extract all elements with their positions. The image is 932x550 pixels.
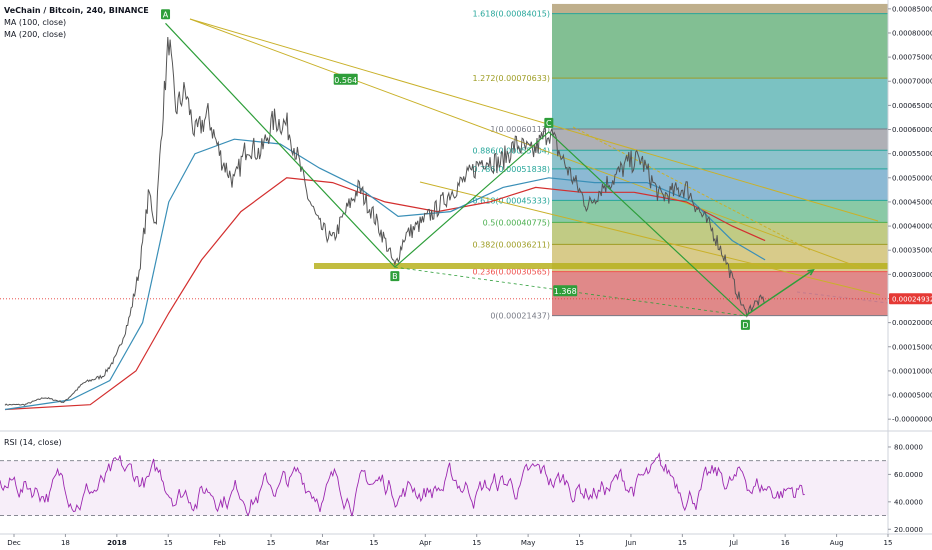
fib-level-label-8: 0.236(0.00030565) <box>473 268 551 277</box>
rsi-axis: 80.0000 60.0000 40.0000 20.0000 <box>888 443 923 534</box>
time-tick-label-16: Aug <box>830 539 844 547</box>
time-tick-label-12: Jun <box>624 539 636 547</box>
fib-fill-5 <box>552 200 888 223</box>
price-tick-label-13: 0.00020000 <box>892 319 932 327</box>
time-tick-label-10: May <box>521 539 535 547</box>
price-tick-label-10: 0.00035000 <box>892 247 932 255</box>
point-label-c: C <box>546 119 552 128</box>
channel-middle-line <box>189 18 862 269</box>
ma100-legend: MA (100, close) <box>4 18 67 27</box>
point-label-b: B <box>392 272 398 281</box>
support-zone <box>314 263 888 269</box>
point-label-a: A <box>163 10 169 19</box>
fib-level-label-4: 0.786(0.00051838) <box>473 165 551 174</box>
point-marker-d <box>740 319 750 330</box>
time-tick-label-1: 18 <box>61 539 70 547</box>
ratio-label-0: 0.564 <box>334 76 357 85</box>
projection-arrow-line <box>744 269 814 317</box>
fib-level-label-1: 1.272(0.00070633) <box>473 74 551 83</box>
channel-upper-line <box>189 18 879 222</box>
price-tick-label-4: 0.00065000 <box>892 102 932 110</box>
point-marker-c <box>544 117 554 128</box>
fib-level-label-0: 1.618(0.00084015) <box>473 10 551 19</box>
price-tick-label-14: 0.00015000 <box>892 343 932 351</box>
time-tick-label-5: 15 <box>267 539 276 547</box>
price-tick-label-8: 0.00045000 <box>892 198 932 206</box>
price-axis: 0.00085000 0.00080000 0.00075000 0.00070000… <box>888 5 932 424</box>
time-tick-label-17: 15 <box>884 539 893 547</box>
price-line <box>4 36 765 406</box>
time-tick-label-0: Dec <box>7 539 21 547</box>
time-tick-label-14: Jul <box>729 539 739 547</box>
ratio-label-1: 1.368 <box>554 287 577 296</box>
price-tick-label-17: -0.00000000 <box>892 416 932 424</box>
price-tick-label-9: 0.00040000 <box>892 223 932 231</box>
fib-level-label-7: 0.382(0.00036211) <box>473 240 551 249</box>
rsi-tick-label-2: 40.0000 <box>894 498 923 506</box>
price-tick-label-0: 0.00085000 <box>892 5 932 13</box>
fib-fill-6 <box>552 222 888 245</box>
rsi-tick-label-1: 60.0000 <box>894 471 923 479</box>
time-tick-label-3: 15 <box>164 539 173 547</box>
ma200-line <box>4 177 766 411</box>
price-tick-label-15: 0.00010000 <box>892 367 932 375</box>
ma100-line <box>4 138 766 411</box>
price-tick-label-5: 0.00060000 <box>892 126 932 134</box>
price-tick-label-16: 0.00005000 <box>892 392 932 400</box>
ratio-box-1 <box>553 285 578 297</box>
time-tick-label-9: 15 <box>472 539 481 547</box>
time-tick-label-8: Apr <box>419 539 431 547</box>
ma200-legend: MA (200, close) <box>4 30 67 39</box>
price-tag-box <box>889 293 932 305</box>
point-marker-b <box>390 271 400 282</box>
rsi-legend: RSI (14, close) <box>4 438 62 447</box>
fib-level-label-6: 0.5(0.00040775) <box>483 218 550 227</box>
time-tick-label-4: Feb <box>213 539 226 547</box>
pattern-xabcd-line <box>165 22 746 317</box>
fib-fill-2 <box>552 128 888 151</box>
symbol-title: VeChain / Bitcoin, 240, BINANCE <box>4 6 149 15</box>
point-marker-a <box>161 9 171 20</box>
time-axis: Dec 18 2018 15 Feb 15 Mar 15 Apr 15 May 15 Jun 15 Jul 1… <box>7 534 892 547</box>
price-tick-label-7: 0.00050000 <box>892 174 932 182</box>
projection-arrow-head <box>807 268 815 276</box>
fib-level-label-9: 0(0.00021437) <box>490 312 550 321</box>
rsi-tick-label-3: 20.0000 <box>894 526 923 534</box>
time-tick-label-11: 15 <box>575 539 584 547</box>
rsi-line <box>0 452 805 517</box>
price-tick-label-6: 0.00055000 <box>892 150 932 158</box>
price-tick-label-1: 0.00080000 <box>892 29 932 37</box>
time-tick-label-2: 2018 <box>107 539 127 547</box>
ratio-box-0 <box>333 73 358 85</box>
price-tick-label-2: 0.00075000 <box>892 54 932 62</box>
time-tick-label-13: 15 <box>678 539 687 547</box>
fib-fill-3 <box>552 150 888 169</box>
fib-fill-1 <box>552 78 888 129</box>
price-tag-label: 0.00024932 <box>892 295 932 303</box>
fib-level-label-2: 1(0.00060113) <box>490 125 550 134</box>
point-label-d: D <box>742 321 748 330</box>
fib-fill-0 <box>552 13 888 79</box>
time-tick-label-6: Mar <box>316 539 329 547</box>
harmonic-pattern: A B C D 0.564 1.368 <box>161 9 815 330</box>
time-tick-label-7: 15 <box>369 539 378 547</box>
trend-line-c-d <box>572 126 811 251</box>
fib-fill-8 <box>552 271 888 316</box>
fib-level-label-5: 0.618(0.00045333) <box>473 196 551 205</box>
rsi-tick-label-0: 80.0000 <box>894 443 923 451</box>
fib-fill-top <box>552 3 888 14</box>
price-tick-label-11: 0.00030000 <box>892 271 932 279</box>
time-tick-label-15: 16 <box>781 539 790 547</box>
price-tick-label-3: 0.00070000 <box>892 78 932 86</box>
price-tag: 0.00024932 <box>889 293 932 305</box>
